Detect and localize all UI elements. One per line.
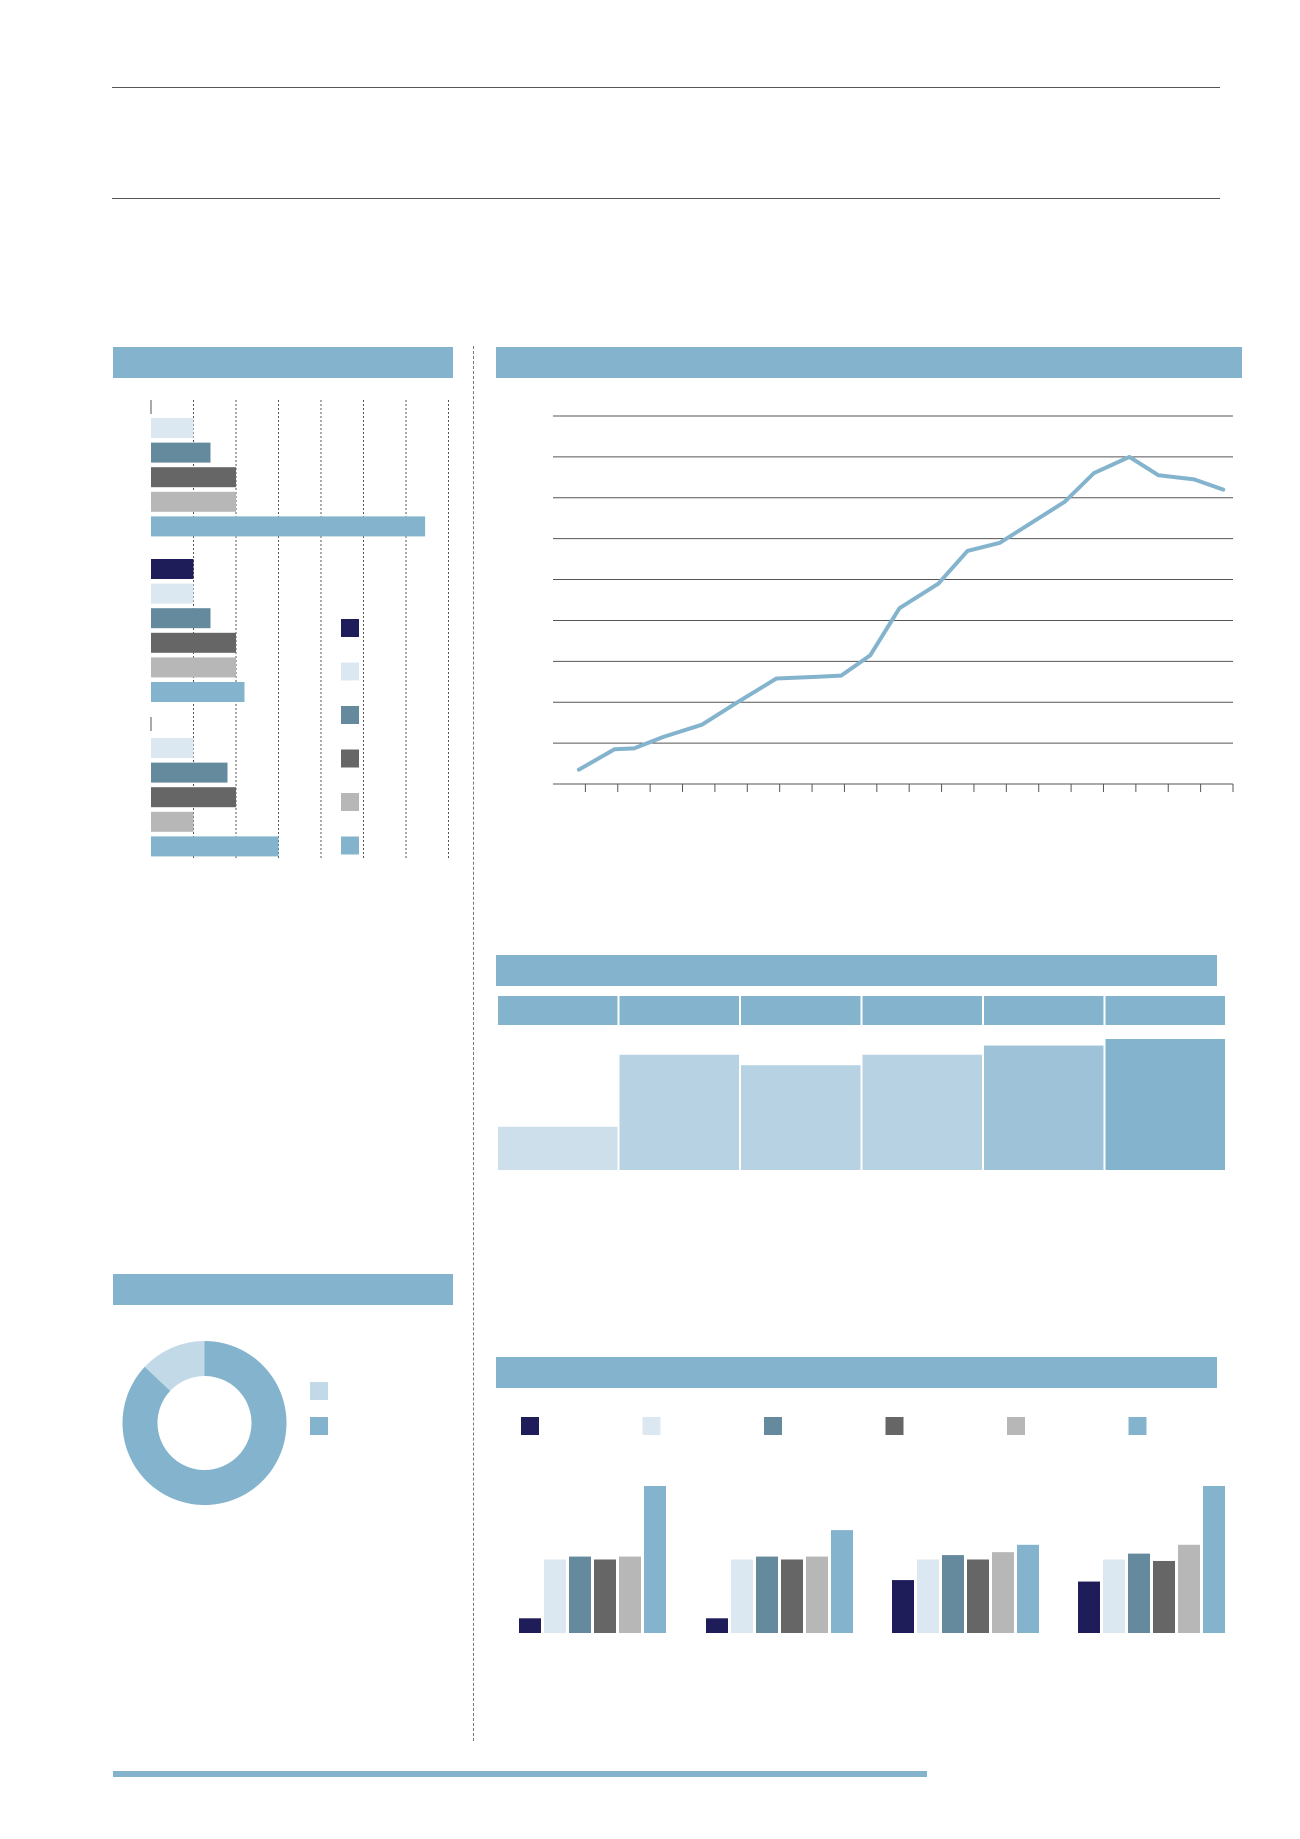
grouped-legend-swatch bbox=[764, 1417, 782, 1435]
grouped-bar bbox=[1203, 1486, 1225, 1633]
hbar-bar bbox=[151, 608, 211, 629]
panel-header-line-chart bbox=[496, 347, 1242, 378]
hbar-legend-swatch bbox=[341, 662, 359, 681]
panel-header-donut bbox=[113, 1274, 453, 1305]
footer-accent-bar bbox=[113, 1771, 927, 1777]
hbar-bar bbox=[151, 559, 194, 579]
grouped-bar bbox=[917, 1559, 939, 1633]
hbar-bar bbox=[151, 657, 236, 678]
donut-legend-swatch bbox=[310, 1382, 328, 1400]
grouped-bar bbox=[731, 1559, 753, 1633]
grouped-bar bbox=[1078, 1581, 1100, 1633]
grouped-legend-swatch bbox=[642, 1417, 661, 1435]
grouped-bar bbox=[992, 1552, 1014, 1633]
hbar-bar bbox=[151, 516, 426, 537]
column-bar bbox=[984, 1045, 1104, 1170]
grouped-bar bbox=[544, 1559, 566, 1633]
column-header-cell bbox=[498, 996, 618, 1025]
grouped-bar bbox=[1153, 1560, 1175, 1633]
top-rule-1 bbox=[112, 87, 1220, 88]
grouped-bar bbox=[942, 1555, 964, 1633]
hbar-bar bbox=[151, 738, 194, 758]
panel-header-columns bbox=[496, 955, 1217, 986]
hbar-bar bbox=[151, 787, 236, 808]
donut-slice bbox=[122, 1341, 287, 1505]
column-bar bbox=[498, 1126, 618, 1170]
hbar-bar bbox=[151, 682, 245, 702]
column-header-cell bbox=[619, 996, 739, 1025]
hbar-bar bbox=[151, 762, 228, 783]
hbar-legend-swatch bbox=[341, 836, 359, 855]
grouped-legend-swatch bbox=[1128, 1417, 1147, 1435]
hbar-bar bbox=[151, 491, 236, 512]
grouped-bar bbox=[569, 1556, 591, 1633]
hbar-bar bbox=[151, 632, 236, 653]
hbar-legend-swatch bbox=[341, 793, 359, 811]
hbar-bar bbox=[151, 442, 211, 463]
hbar-bar bbox=[151, 467, 236, 488]
grouped-bar bbox=[594, 1559, 616, 1633]
grouped-bar bbox=[756, 1556, 778, 1633]
hbar-legend-swatch bbox=[341, 619, 359, 637]
hbar-legend-swatch bbox=[341, 706, 359, 724]
column-header-cell bbox=[984, 996, 1104, 1025]
grouped-bar bbox=[519, 1618, 541, 1633]
donut-slice bbox=[144, 1341, 205, 1391]
donut-legend-swatch bbox=[310, 1417, 328, 1435]
hbar-bar bbox=[151, 836, 279, 857]
column-bar bbox=[1105, 1039, 1225, 1170]
column-divider bbox=[473, 346, 474, 1741]
grouped-bar bbox=[644, 1486, 666, 1633]
column-bar bbox=[862, 1054, 982, 1170]
panel-header-grouped-bars bbox=[496, 1357, 1217, 1388]
grouped-legend-swatch bbox=[1007, 1417, 1025, 1435]
column-bar bbox=[619, 1054, 739, 1170]
grouped-bar bbox=[781, 1559, 803, 1633]
grouped-bar bbox=[1128, 1553, 1150, 1633]
grouped-bar bbox=[706, 1618, 728, 1633]
panel-header-horizontal-bars bbox=[113, 347, 453, 378]
column-header-cell bbox=[862, 996, 982, 1025]
grouped-bar bbox=[619, 1556, 641, 1633]
column-bar bbox=[741, 1065, 861, 1170]
column-header-cell bbox=[1105, 996, 1225, 1025]
grouped-bar bbox=[1017, 1544, 1039, 1633]
column-header-cell bbox=[741, 996, 861, 1025]
hbar-bar bbox=[151, 418, 194, 438]
grouped-bar bbox=[967, 1559, 989, 1633]
hbar-legend-swatch bbox=[341, 749, 359, 768]
hbar-bar bbox=[151, 583, 194, 604]
grouped-legend-swatch bbox=[885, 1417, 904, 1435]
grouped-bar bbox=[806, 1556, 828, 1633]
grouped-bar bbox=[831, 1530, 853, 1633]
grouped-legend-swatch bbox=[521, 1417, 539, 1435]
grouped-bar bbox=[1103, 1559, 1125, 1633]
grouped-bar bbox=[892, 1580, 914, 1633]
line-series bbox=[576, 454, 1226, 772]
top-rule-2 bbox=[112, 198, 1220, 199]
hbar-bar bbox=[151, 811, 194, 832]
grouped-bar bbox=[1178, 1544, 1200, 1633]
